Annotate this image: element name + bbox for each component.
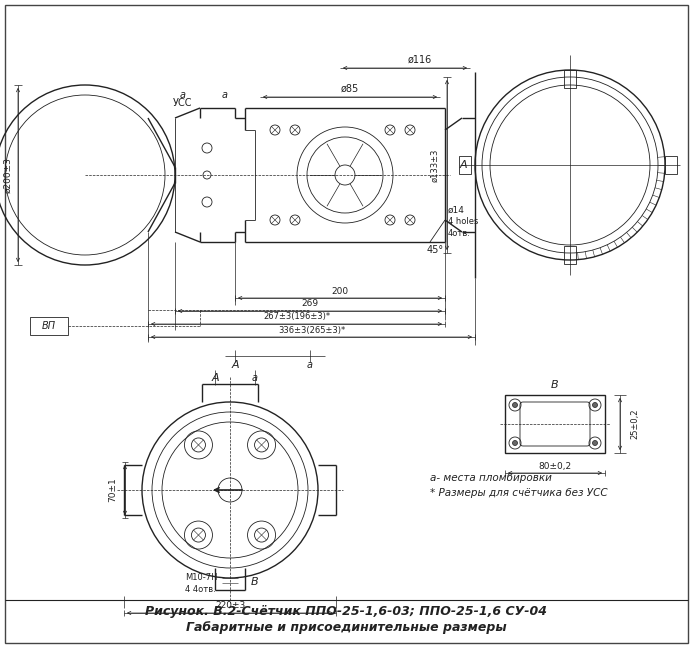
Text: B: B xyxy=(251,577,258,587)
Text: 267±3(196±3)*: 267±3(196±3)* xyxy=(263,312,330,321)
Bar xyxy=(505,395,605,453)
Text: 45°: 45° xyxy=(426,245,444,255)
Text: 220±3: 220±3 xyxy=(215,601,245,610)
Text: 4отв.: 4отв. xyxy=(448,229,471,238)
Text: ø200±3: ø200±3 xyxy=(3,157,12,193)
Text: * Размеры для счётчика без УСС: * Размеры для счётчика без УСС xyxy=(430,488,608,498)
Bar xyxy=(30,317,68,335)
Text: ø85: ø85 xyxy=(341,84,359,94)
Text: B: B xyxy=(551,380,559,390)
Text: ВП: ВП xyxy=(42,321,56,331)
Circle shape xyxy=(513,441,518,446)
Circle shape xyxy=(513,402,518,408)
Text: 25±0,2: 25±0,2 xyxy=(631,409,640,439)
Text: Габаритные и присоединительные размеры: Габаритные и присоединительные размеры xyxy=(186,621,507,634)
Text: a: a xyxy=(222,90,228,100)
Text: A: A xyxy=(459,160,467,170)
Text: 336±3(265±3)*: 336±3(265±3)* xyxy=(278,325,345,334)
Text: a: a xyxy=(252,373,258,383)
Bar xyxy=(665,156,677,174)
Bar xyxy=(459,156,471,174)
Bar xyxy=(564,246,576,264)
Text: 4 4отв.: 4 4отв. xyxy=(185,584,216,594)
Text: 80±0,2: 80±0,2 xyxy=(538,461,572,470)
Text: 4 holes: 4 holes xyxy=(448,218,478,227)
Text: a: a xyxy=(180,90,186,100)
Text: ø133±3: ø133±3 xyxy=(430,148,439,181)
Text: 269: 269 xyxy=(301,299,319,308)
Text: а- места пломбировки: а- места пломбировки xyxy=(430,473,552,483)
Text: A: A xyxy=(211,373,219,383)
Text: M10-7H: M10-7H xyxy=(185,573,218,583)
Text: УСС: УСС xyxy=(173,98,193,108)
Text: ø14: ø14 xyxy=(448,205,465,214)
Text: a: a xyxy=(307,360,313,370)
Circle shape xyxy=(593,441,597,446)
Circle shape xyxy=(593,402,597,408)
Text: 70±1: 70±1 xyxy=(109,478,118,502)
Text: 200: 200 xyxy=(331,286,349,295)
Text: ø116: ø116 xyxy=(408,55,432,65)
Text: A: A xyxy=(231,360,239,370)
Text: Рисунок. В.2-Счётчик ППО-25-1,6-03; ППО-25-1,6 СУ-04: Рисунок. В.2-Счётчик ППО-25-1,6-03; ППО-… xyxy=(145,605,547,618)
Bar xyxy=(564,70,576,88)
